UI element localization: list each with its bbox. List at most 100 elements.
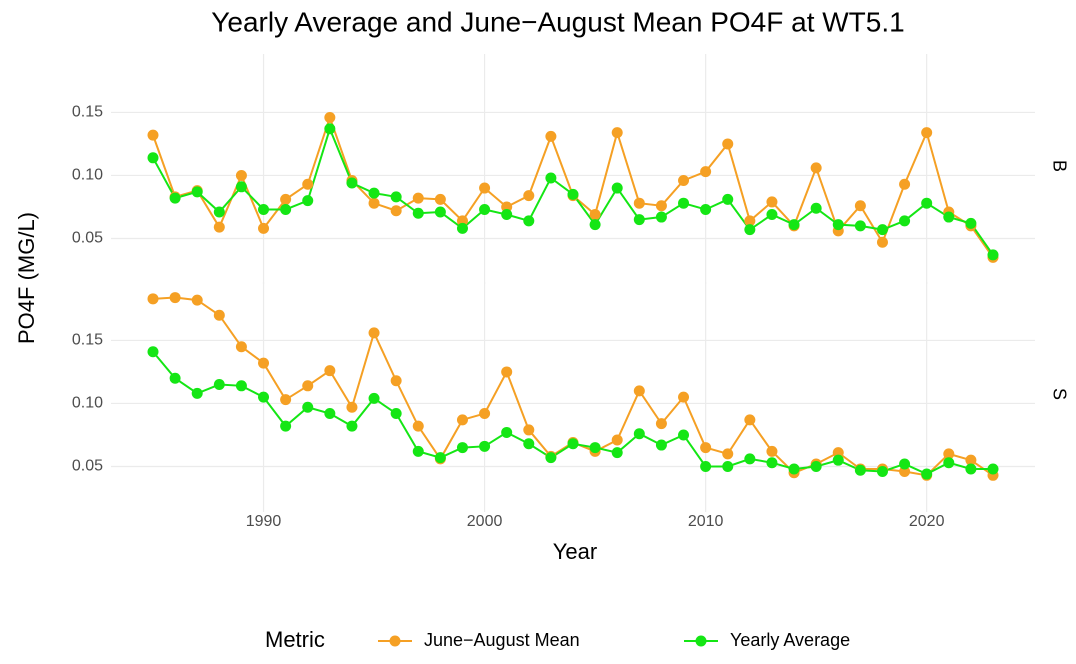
data-point	[611, 447, 623, 459]
data-point	[258, 203, 270, 215]
y-tick-label: 0.15	[72, 332, 103, 349]
data-point	[147, 293, 159, 305]
data-point	[191, 387, 203, 399]
data-point	[545, 130, 557, 142]
data-point	[589, 219, 601, 231]
data-point	[788, 219, 800, 231]
data-point	[655, 211, 667, 223]
data-point	[943, 211, 955, 223]
data-point	[479, 440, 491, 452]
data-point	[611, 182, 623, 194]
data-point	[523, 438, 535, 450]
data-point	[324, 365, 336, 377]
data-point	[810, 162, 822, 174]
data-point	[766, 196, 778, 208]
data-point	[611, 127, 623, 139]
data-point	[899, 466, 911, 478]
data-point	[854, 464, 866, 476]
data-point	[965, 463, 977, 475]
data-point	[987, 249, 999, 261]
data-point	[655, 439, 667, 451]
data-point	[633, 428, 645, 440]
data-point	[434, 452, 446, 464]
data-point	[258, 391, 270, 403]
data-point	[280, 193, 292, 205]
data-point	[633, 214, 645, 226]
data-point	[456, 222, 468, 234]
data-point	[655, 200, 667, 212]
data-point	[876, 466, 888, 478]
y-tick-label: 0.05	[72, 458, 103, 475]
data-point	[412, 445, 424, 457]
data-point	[921, 197, 933, 209]
data-point	[235, 380, 247, 392]
data-point	[854, 220, 866, 232]
facet-label: B	[1049, 160, 1069, 172]
data-point	[479, 203, 491, 215]
data-point	[346, 177, 358, 189]
data-point	[302, 178, 314, 190]
data-point	[722, 448, 734, 460]
data-point	[678, 174, 690, 186]
data-point	[876, 224, 888, 236]
data-point	[744, 224, 756, 236]
y-tick-label: 0.15	[72, 104, 103, 121]
data-point	[368, 187, 380, 199]
data-point	[434, 206, 446, 218]
data-point	[567, 438, 579, 450]
data-point	[832, 454, 844, 466]
data-point	[479, 182, 491, 194]
y-tick-label: 0.10	[72, 167, 103, 184]
data-point	[280, 203, 292, 215]
data-point	[368, 197, 380, 209]
data-point	[501, 426, 513, 438]
data-point	[943, 457, 955, 469]
data-point	[832, 447, 844, 459]
legend-title: Metric	[265, 627, 325, 652]
data-point	[324, 408, 336, 420]
data-point	[899, 458, 911, 470]
data-point	[678, 197, 690, 209]
data-point	[213, 206, 225, 218]
data-point	[523, 190, 535, 202]
data-point	[523, 215, 535, 227]
data-point	[545, 172, 557, 184]
data-point	[523, 424, 535, 436]
data-point	[434, 193, 446, 205]
data-point	[191, 186, 203, 198]
data-point	[302, 401, 314, 413]
data-point	[766, 209, 778, 221]
data-point	[213, 309, 225, 321]
data-point	[191, 294, 203, 306]
data-point	[213, 221, 225, 233]
data-point	[567, 188, 579, 200]
data-point	[987, 463, 999, 475]
series-line	[152, 351, 993, 476]
data-point	[302, 195, 314, 207]
data-point	[766, 445, 778, 457]
data-point	[722, 138, 734, 150]
data-point	[346, 401, 358, 413]
data-point	[899, 215, 911, 227]
data-point	[412, 420, 424, 432]
data-point	[810, 202, 822, 214]
legend-label: June−August Mean	[424, 630, 580, 650]
chart-title: Yearly Average and June−August Mean PO4F…	[211, 6, 904, 37]
data-point	[280, 394, 292, 406]
data-point	[545, 452, 557, 464]
data-point	[832, 219, 844, 231]
data-point	[346, 420, 358, 432]
data-point	[147, 129, 159, 141]
data-point	[700, 203, 712, 215]
data-point	[722, 460, 734, 472]
data-point	[899, 178, 911, 190]
series-line	[152, 114, 994, 258]
data-point	[722, 193, 734, 205]
data-point	[213, 379, 225, 391]
data-point	[235, 181, 247, 193]
data-point	[700, 460, 712, 472]
legend-key	[695, 635, 707, 647]
data-point	[302, 380, 314, 392]
x-tick-label: 1990	[246, 513, 282, 530]
data-point	[412, 192, 424, 204]
